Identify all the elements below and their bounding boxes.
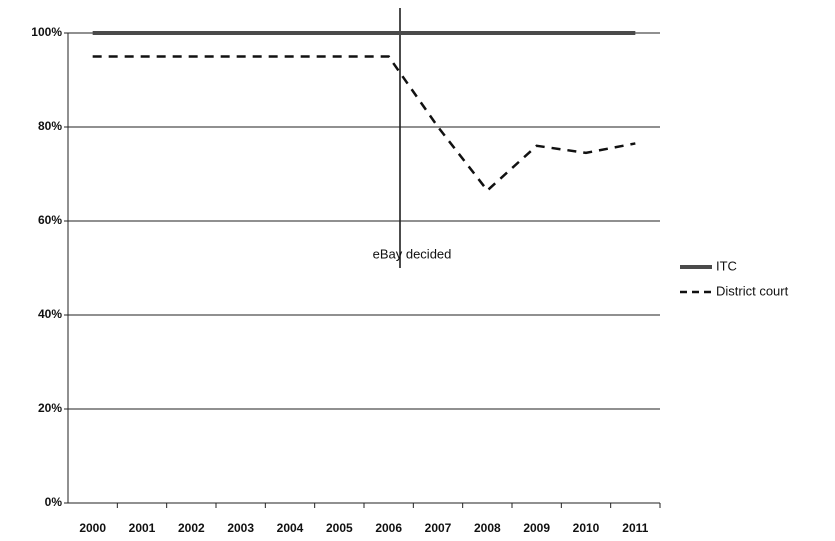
x-tick-label: 2010 bbox=[573, 521, 600, 535]
y-tick-label: 40% bbox=[38, 307, 62, 321]
series-line bbox=[92, 55, 636, 193]
x-tick-label: 2001 bbox=[129, 521, 156, 535]
y-tick-label: 100% bbox=[31, 25, 62, 39]
x-tick-label: 2004 bbox=[277, 521, 304, 535]
x-tick-label: 2005 bbox=[326, 521, 353, 535]
x-tick-label: 2011 bbox=[622, 521, 648, 535]
x-tick-label: 2003 bbox=[227, 521, 254, 535]
y-tick-label: 60% bbox=[38, 213, 62, 227]
x-tick-label: 2009 bbox=[523, 521, 550, 535]
annotation: eBay decided bbox=[373, 246, 452, 261]
x-tick-label: 2008 bbox=[474, 521, 501, 535]
x-tick-label: 2000 bbox=[79, 521, 106, 535]
legend-label: ITC bbox=[716, 258, 737, 273]
x-tick-label: 2002 bbox=[178, 521, 205, 535]
legend-label: District court bbox=[716, 283, 789, 298]
x-tick-label: 2006 bbox=[375, 521, 402, 535]
x-tick-label: 2007 bbox=[425, 521, 452, 535]
y-tick-label: 80% bbox=[38, 119, 62, 133]
y-tick-label: 0% bbox=[45, 495, 63, 509]
y-tick-label: 20% bbox=[38, 401, 62, 415]
